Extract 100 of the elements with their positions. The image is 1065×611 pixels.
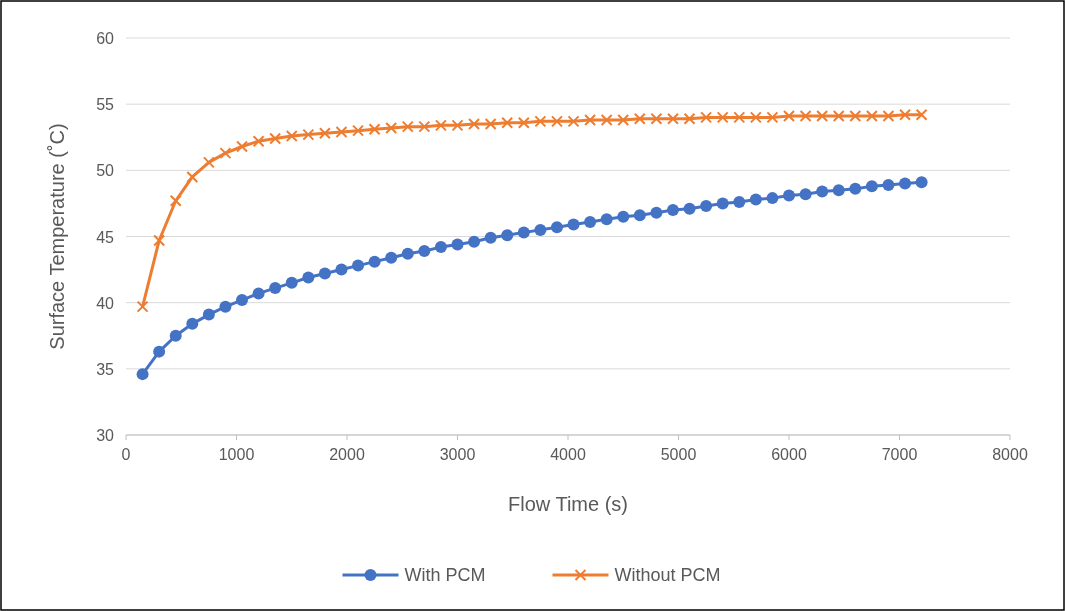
point (915, 108, 928, 121)
point (766, 111, 779, 124)
legend-label: With PCM (404, 565, 486, 585)
x-tick-label: 7000 (881, 446, 918, 463)
point (484, 231, 497, 244)
point (617, 210, 630, 223)
point (799, 188, 812, 201)
point (600, 213, 613, 226)
y-tick-label: 55 (96, 96, 115, 114)
point (236, 140, 249, 153)
point (517, 226, 530, 239)
point (733, 111, 746, 124)
point (783, 110, 795, 123)
y-tick-label: 30 (96, 427, 115, 444)
point (418, 120, 431, 133)
point (252, 135, 265, 148)
point (385, 121, 398, 134)
point (484, 118, 497, 131)
point (153, 345, 166, 358)
y-tick-label: 60 (96, 30, 115, 47)
point (550, 115, 563, 128)
point (633, 209, 646, 222)
point (832, 110, 845, 123)
x-tick-label: 8000 (992, 446, 1028, 463)
point (567, 115, 580, 128)
point (600, 114, 613, 127)
point (153, 234, 166, 247)
x-tick-label: 3000 (439, 446, 476, 463)
x-tick-label: 0 (121, 446, 131, 463)
point (318, 127, 331, 140)
point (302, 271, 315, 284)
point (169, 194, 182, 207)
point (501, 229, 514, 242)
point (849, 110, 862, 123)
point (849, 182, 862, 195)
point (899, 177, 912, 190)
point (683, 112, 696, 125)
point (749, 111, 762, 124)
point (186, 317, 199, 330)
point (368, 255, 381, 268)
x-tick-label: 5000 (660, 446, 697, 463)
point (882, 178, 895, 191)
point (335, 263, 348, 276)
point (501, 116, 514, 129)
point (186, 170, 199, 183)
point (352, 124, 365, 137)
point (252, 287, 265, 300)
point (666, 112, 679, 125)
point (766, 192, 779, 205)
point (318, 267, 331, 280)
point (716, 111, 729, 124)
point (783, 189, 795, 202)
x-tick-label: 1000 (218, 446, 255, 463)
point (650, 206, 663, 219)
point (269, 132, 282, 145)
y-tick-label: 40 (96, 294, 115, 312)
point (368, 123, 381, 136)
point (865, 110, 878, 123)
point (700, 111, 713, 124)
point (915, 176, 928, 189)
point (401, 247, 414, 260)
point (269, 282, 282, 295)
point (749, 193, 762, 206)
point (451, 119, 464, 132)
point (799, 110, 812, 123)
point (219, 147, 232, 160)
point (517, 116, 530, 129)
point (899, 108, 912, 121)
legend-label: Without PCM (614, 565, 721, 585)
point (136, 368, 149, 381)
point (202, 308, 215, 321)
point (650, 112, 663, 125)
point (733, 196, 746, 209)
y-tick-label: 35 (96, 360, 115, 378)
point (335, 125, 348, 138)
point (302, 128, 315, 141)
point (401, 120, 414, 133)
y-tick-label: 50 (96, 162, 115, 180)
y-tick-label: 45 (96, 228, 115, 246)
point (666, 204, 679, 217)
point (700, 200, 713, 213)
point (418, 245, 431, 258)
x-tick-label: 6000 (771, 446, 807, 463)
point (451, 238, 464, 251)
point (584, 215, 597, 228)
point (468, 235, 481, 248)
point (236, 294, 249, 307)
point (385, 251, 398, 264)
point (534, 223, 547, 236)
point (434, 119, 447, 132)
point (816, 185, 829, 198)
x-axis-title: Flow Time (s) (508, 493, 628, 515)
point (434, 241, 447, 254)
point (865, 180, 878, 193)
y-axis-title: Surface Temperature (˚C) (46, 123, 68, 350)
point (285, 129, 298, 142)
point (584, 114, 597, 127)
point (832, 184, 845, 197)
x-tick-label: 2000 (329, 446, 365, 463)
point (633, 112, 646, 125)
